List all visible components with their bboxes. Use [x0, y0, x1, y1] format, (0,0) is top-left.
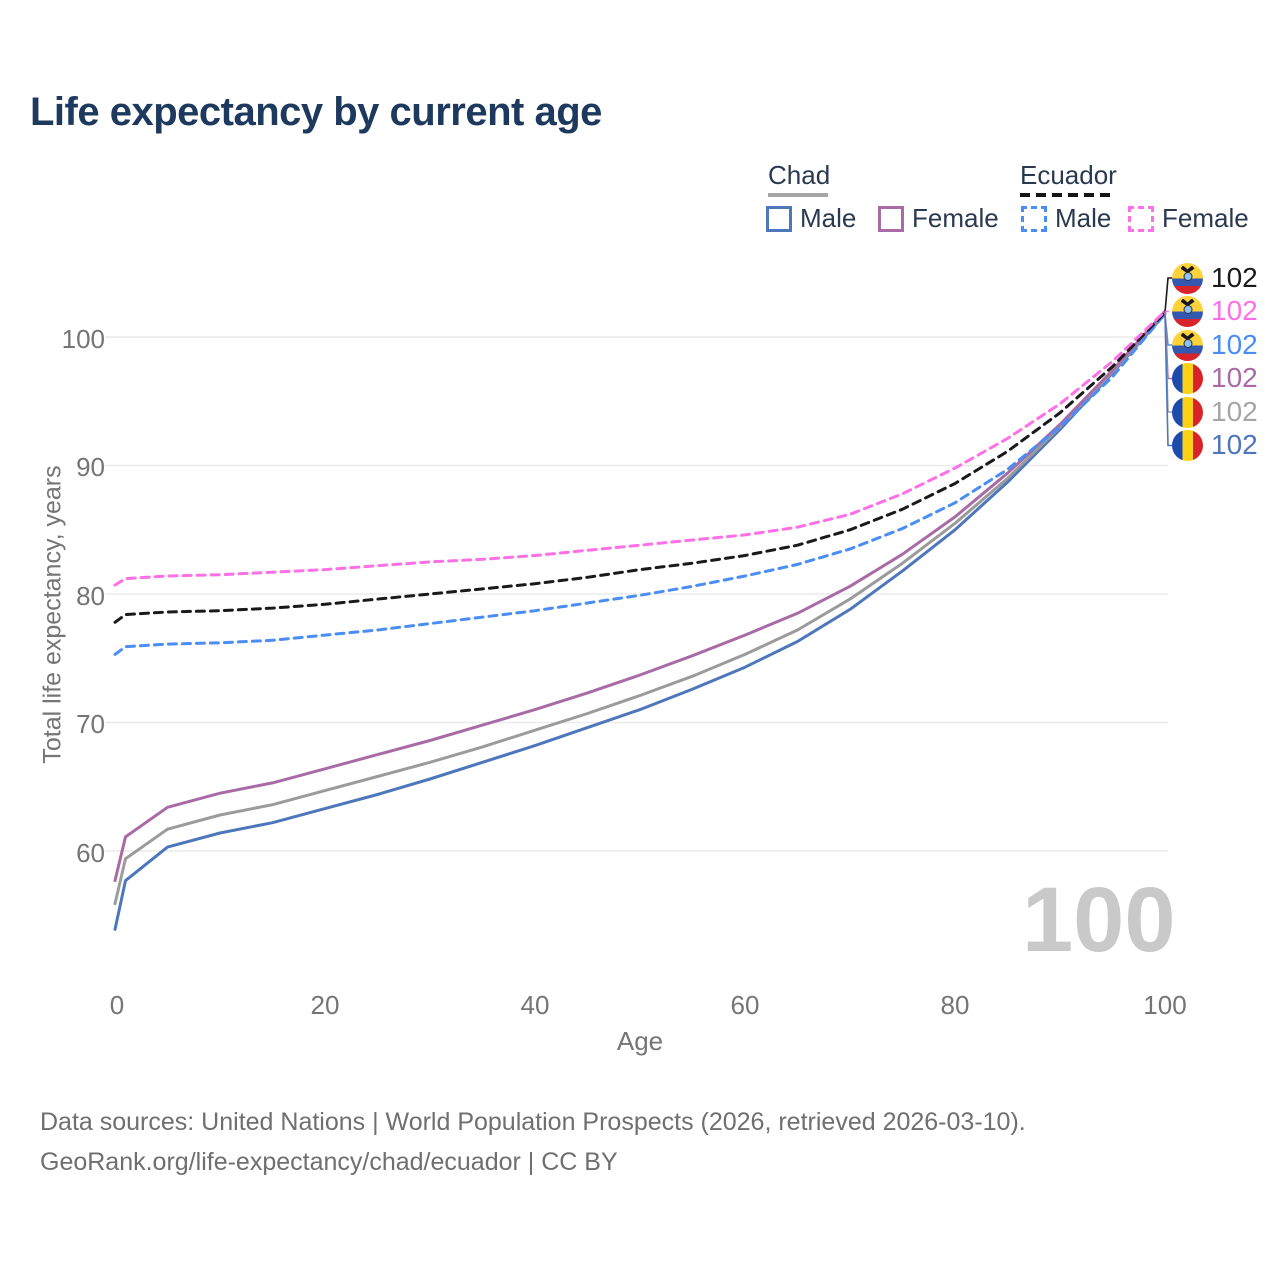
end-label-ecuador-male: 102: [1172, 329, 1258, 361]
ecuador-flag-icon: [1172, 262, 1203, 294]
end-value: 102: [1211, 362, 1258, 393]
legend-item-ecuador-female[interactable]: Female: [1128, 203, 1249, 234]
end-label-chad-male: 102: [1172, 429, 1258, 461]
legend-label: Female: [1162, 203, 1249, 233]
end-label-ecuador-both: 102: [1172, 262, 1258, 294]
attribution-line[interactable]: GeoRank.org/life-expectancy/chad/ecuador…: [40, 1148, 618, 1176]
legend-group-ecuador: Ecuador: [1020, 160, 1117, 190]
end-value: 102: [1211, 262, 1258, 293]
end-value: 102: [1211, 295, 1258, 326]
data-source-line: Data sources: United Nations | World Pop…: [40, 1108, 1026, 1136]
end-label-chad-female: 102: [1172, 362, 1258, 394]
x-tick-40: 40: [520, 990, 550, 1020]
x-tick-80: 80: [940, 990, 970, 1020]
hovered-age-watermark: 100: [1022, 869, 1176, 971]
y-tick-90: 90: [76, 452, 105, 482]
chad-flag-icon: [1172, 396, 1203, 428]
x-tick-20: 20: [310, 990, 340, 1020]
end-value: 102: [1211, 329, 1258, 360]
x-tick-0: 0: [109, 990, 125, 1020]
chad-flag-icon: [1172, 362, 1203, 394]
y-tick-70: 70: [76, 709, 105, 739]
chad-female-swatch-icon: [878, 205, 904, 232]
ecuador-flag-icon: [1172, 295, 1203, 327]
legend-item-ecuador-male[interactable]: Male: [1021, 203, 1111, 234]
legend-group-chad: Chad: [768, 160, 831, 190]
chad-flag-icon: [1172, 429, 1203, 461]
legend-label: Female: [912, 203, 999, 233]
chad-male-swatch-icon: [766, 205, 792, 232]
ecuador-male-swatch-icon: [1021, 205, 1047, 232]
end-value: 102: [1211, 429, 1258, 460]
end-label-ecuador-female: 102: [1172, 295, 1258, 327]
y-tick-80: 80: [76, 581, 105, 611]
x-axis-title: Age: [616, 1026, 664, 1056]
page-title: Life expectancy by current age: [30, 90, 602, 134]
legend-ecuador-style-line: [1020, 193, 1116, 197]
legend-label: Male: [800, 203, 857, 233]
end-label-chad-both: 102: [1172, 396, 1258, 428]
x-tick-100: 100: [1143, 990, 1187, 1020]
legend-chad-style-line: [768, 193, 828, 197]
y-tick-60: 60: [76, 838, 105, 868]
y-axis-title: Total life expectancy, years: [38, 465, 67, 764]
ecuador-female-swatch-icon: [1128, 205, 1154, 232]
ecuador-flag-icon: [1172, 329, 1203, 361]
x-tick-60: 60: [730, 990, 760, 1020]
legend-item-chad-female[interactable]: Female: [878, 203, 999, 234]
legend-label: Male: [1055, 203, 1112, 233]
legend-item-chad-male[interactable]: Male: [766, 203, 856, 234]
y-tick-100: 100: [61, 324, 105, 354]
end-value: 102: [1211, 396, 1258, 427]
